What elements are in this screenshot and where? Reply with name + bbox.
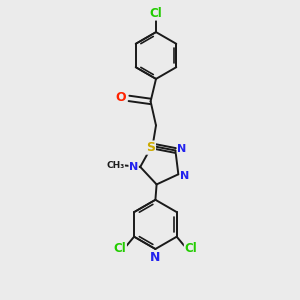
Text: O: O <box>115 91 126 104</box>
Text: N: N <box>180 171 190 181</box>
Text: Cl: Cl <box>150 7 162 20</box>
Text: Cl: Cl <box>184 242 197 255</box>
Text: CH₃: CH₃ <box>106 161 124 170</box>
Text: N: N <box>150 251 161 264</box>
Text: S: S <box>146 141 155 154</box>
Text: Cl: Cl <box>114 242 126 255</box>
Text: N: N <box>177 144 187 154</box>
Text: N: N <box>129 162 138 172</box>
